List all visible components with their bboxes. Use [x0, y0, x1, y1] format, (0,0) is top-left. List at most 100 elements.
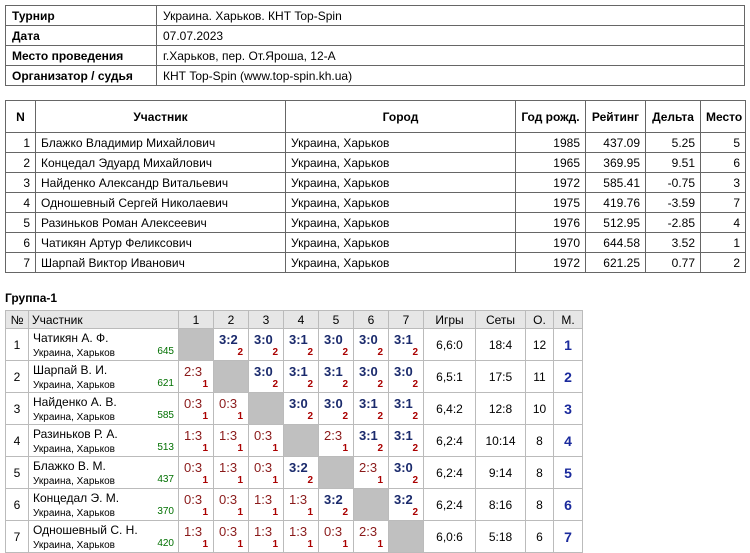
group-row: 4 Разиньков Р. А. Украина, Харьков 513 1:3 1 1…: [5, 424, 583, 457]
header-cell: Место: [700, 100, 746, 133]
score: 3:0: [359, 332, 378, 347]
info-label: Турнир: [5, 5, 157, 26]
points: 1: [202, 539, 208, 550]
cell: 3: [700, 172, 746, 193]
player-rating: 513: [157, 442, 174, 453]
player-name: Шарпай В. И.: [33, 363, 108, 377]
points: 1: [237, 443, 243, 454]
points: 1: [237, 411, 243, 422]
group-row: 7 Одношевный С. Н. Украина, Харьков 420 1:3 1…: [5, 520, 583, 553]
result-cell: 1:3 1: [213, 456, 249, 489]
header-cell: О.: [525, 310, 554, 329]
cell: Шарпай Виктор Иванович: [35, 252, 286, 273]
sets: 5:18: [475, 520, 526, 553]
participant-row: 2 Концедал Эдуард Михайлович Украина, Харь…: [5, 152, 746, 173]
number: 3: [5, 392, 29, 425]
points: 2: [307, 347, 313, 358]
header-cell: Год рожд.: [515, 100, 586, 133]
group-row: 5 Блажко В. М. Украина, Харьков 437 0:3 1 1:3 1…: [5, 456, 583, 489]
self-cell: [388, 520, 424, 553]
result-cell: 3:2 2: [213, 328, 249, 361]
points: 2: [307, 411, 313, 422]
result-cell: 3:1 2: [353, 424, 389, 457]
points: 2: [342, 507, 348, 518]
points: 2: [412, 379, 418, 390]
result-cell: 3:0 2: [248, 328, 284, 361]
score: 3:1: [359, 396, 378, 411]
score: 0:3: [324, 524, 343, 539]
number: 6: [5, 488, 29, 521]
result-cell: 3:2 2: [283, 456, 319, 489]
score: 2:3: [184, 364, 203, 379]
cell: Концедал Эдуард Михайлович: [35, 152, 286, 173]
info-row: Турнир Украина. Харьков. КНТ Top-Spin: [5, 5, 745, 26]
points: 1: [377, 539, 383, 550]
cell: 437.09: [585, 132, 646, 153]
header-cell: Участник: [28, 310, 179, 329]
player-name: Найденко А. В.: [33, 395, 117, 409]
points: 2: [377, 443, 383, 454]
result-cell: 3:1 2: [318, 360, 354, 393]
result-cell: 3:1 2: [388, 392, 424, 425]
cell: 1970: [515, 232, 586, 253]
cell: 1972: [515, 252, 586, 273]
points: 2: [412, 411, 418, 422]
cell: 1965: [515, 152, 586, 173]
number: 5: [5, 456, 29, 489]
header-cell: 1: [178, 310, 214, 329]
points: 1: [272, 475, 278, 486]
result-cell: 3:0 2: [353, 360, 389, 393]
cell: 4: [5, 192, 36, 213]
player-name: Чатикян А. Ф.: [33, 331, 109, 345]
number: 2: [5, 360, 29, 393]
place: 5: [553, 456, 583, 489]
games: 6,0:6: [423, 520, 476, 553]
cell: 1976: [515, 212, 586, 233]
result-cell: 3:0 2: [283, 392, 319, 425]
player-city: Украина, Харьков: [33, 348, 115, 359]
header-cell: 5: [318, 310, 354, 329]
score: 1:3: [254, 492, 273, 507]
cell: 1972: [515, 172, 586, 193]
score: 3:2: [324, 492, 343, 507]
games: 6,2:4: [423, 488, 476, 521]
header-cell: 2: [213, 310, 249, 329]
player: Одношевный С. Н. Украина, Харьков 420: [28, 520, 179, 553]
info-value: 07.07.2023: [156, 25, 745, 46]
cell: 621.25: [585, 252, 646, 273]
score: 3:0: [359, 364, 378, 379]
cell: 1: [5, 132, 36, 153]
points-total: 8: [525, 456, 554, 489]
cell: Разиньков Роман Алексеевич: [35, 212, 286, 233]
participant-row: 3 Найденко Александр Витальевич Украина, Х…: [5, 172, 746, 193]
score: 1:3: [289, 492, 308, 507]
cell: Украина, Харьков: [285, 252, 516, 273]
result-cell: 3:1 2: [283, 360, 319, 393]
points-total: 8: [525, 424, 554, 457]
result-cell: 3:0 2: [318, 392, 354, 425]
cell: 512.95: [585, 212, 646, 233]
points: 1: [237, 507, 243, 518]
cell: 2: [5, 152, 36, 173]
cell: 644.58: [585, 232, 646, 253]
result-cell: 3:0 2: [388, 456, 424, 489]
score: 3:1: [394, 428, 413, 443]
result-cell: 0:3 1: [318, 520, 354, 553]
games: 6,5:1: [423, 360, 476, 393]
player: Блажко В. М. Украина, Харьков 437: [28, 456, 179, 489]
score: 2:3: [359, 460, 378, 475]
participant-row: 5 Разиньков Роман Алексеевич Украина, Харь…: [5, 212, 746, 233]
player-name: Блажко В. М.: [33, 459, 106, 473]
sets: 10:14: [475, 424, 526, 457]
result-cell: 0:3 1: [213, 392, 249, 425]
points: 2: [342, 379, 348, 390]
player-city: Украина, Харьков: [33, 412, 115, 423]
games: 6,6:0: [423, 328, 476, 361]
points: 2: [377, 411, 383, 422]
player: Концедал Э. М. Украина, Харьков 370: [28, 488, 179, 521]
points: 1: [342, 443, 348, 454]
cell: 0.77: [645, 252, 701, 273]
result-cell: 1:3 1: [178, 520, 214, 553]
score: 3:1: [289, 364, 308, 379]
